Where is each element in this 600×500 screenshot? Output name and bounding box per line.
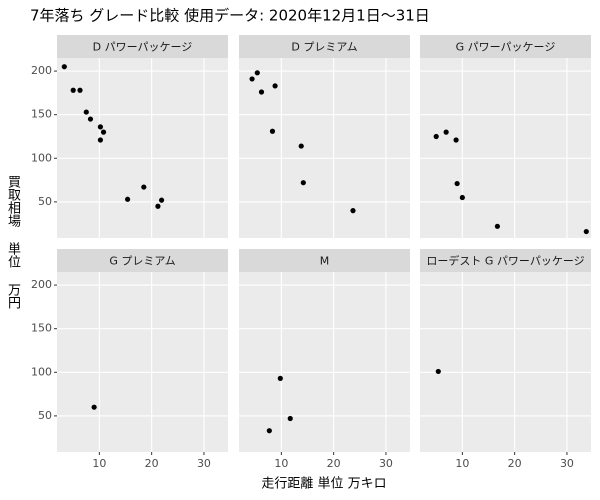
strip bbox=[239, 249, 410, 272]
point bbox=[91, 404, 97, 410]
point bbox=[443, 129, 449, 135]
strip bbox=[57, 249, 228, 272]
facet-label: D プレミアム bbox=[291, 41, 357, 54]
point bbox=[158, 197, 165, 203]
point bbox=[124, 196, 131, 202]
panel bbox=[57, 272, 228, 452]
point bbox=[100, 129, 107, 135]
x-tick-label: 10 bbox=[274, 457, 288, 470]
point bbox=[254, 70, 260, 76]
point bbox=[433, 133, 439, 140]
point bbox=[97, 124, 104, 130]
point bbox=[350, 208, 356, 214]
y-tick-label: 50 bbox=[38, 409, 52, 422]
x-tick-label: 20 bbox=[145, 457, 159, 470]
point bbox=[435, 368, 441, 375]
strip bbox=[57, 35, 228, 58]
point bbox=[266, 428, 272, 434]
y-tick-label: 100 bbox=[31, 365, 52, 378]
x-tick-label: 20 bbox=[327, 457, 341, 470]
point bbox=[249, 76, 255, 82]
y-axis-label: 買取相場 単位 万円 bbox=[5, 175, 20, 309]
facet-label: G プレミアム bbox=[109, 255, 175, 268]
y-tick-label: 200 bbox=[31, 64, 52, 77]
y-tick-label: 50 bbox=[38, 195, 52, 208]
panel bbox=[239, 272, 410, 452]
point bbox=[454, 180, 460, 187]
facet-label: D パワーパッケージ bbox=[93, 41, 193, 54]
point bbox=[141, 184, 147, 190]
point bbox=[300, 180, 306, 186]
x-axis-label: 走行距離 単位 万キロ bbox=[261, 476, 386, 492]
point bbox=[277, 375, 283, 381]
point bbox=[97, 137, 104, 143]
y-tick-label: 150 bbox=[31, 108, 52, 121]
point bbox=[453, 137, 459, 143]
point bbox=[272, 83, 278, 89]
panel bbox=[420, 58, 591, 238]
point bbox=[258, 89, 265, 95]
point bbox=[269, 128, 276, 134]
point bbox=[70, 87, 76, 93]
point bbox=[83, 109, 89, 115]
strip bbox=[420, 249, 591, 272]
x-tick-label: 30 bbox=[197, 457, 211, 470]
strip bbox=[420, 35, 591, 58]
chart-title: 7年落ち グレード比較 使用データ: 2020年12月1日～31日 bbox=[30, 7, 430, 25]
strip bbox=[239, 35, 410, 58]
x-tick-label: 30 bbox=[560, 457, 574, 470]
point bbox=[494, 223, 500, 229]
point bbox=[77, 87, 83, 93]
point bbox=[583, 228, 589, 235]
point bbox=[287, 415, 293, 422]
x-tick-label: 20 bbox=[508, 457, 522, 470]
x-tick-label: 10 bbox=[455, 457, 469, 470]
point bbox=[459, 194, 465, 201]
facet-label: M bbox=[320, 255, 330, 268]
x-tick-label: 10 bbox=[92, 457, 106, 470]
point bbox=[298, 143, 304, 149]
point bbox=[87, 116, 94, 122]
panel bbox=[239, 58, 410, 238]
x-tick-label: 30 bbox=[379, 457, 393, 470]
facet-label: ローデスト G パワーパッケージ bbox=[426, 254, 584, 268]
point bbox=[61, 64, 67, 70]
panel bbox=[420, 272, 591, 452]
point bbox=[155, 203, 161, 209]
y-tick-label: 100 bbox=[31, 151, 52, 164]
panel bbox=[57, 58, 228, 238]
facet-label: G パワーパッケージ bbox=[456, 41, 556, 54]
y-tick-label: 200 bbox=[31, 278, 52, 291]
y-tick-label: 150 bbox=[31, 322, 52, 335]
